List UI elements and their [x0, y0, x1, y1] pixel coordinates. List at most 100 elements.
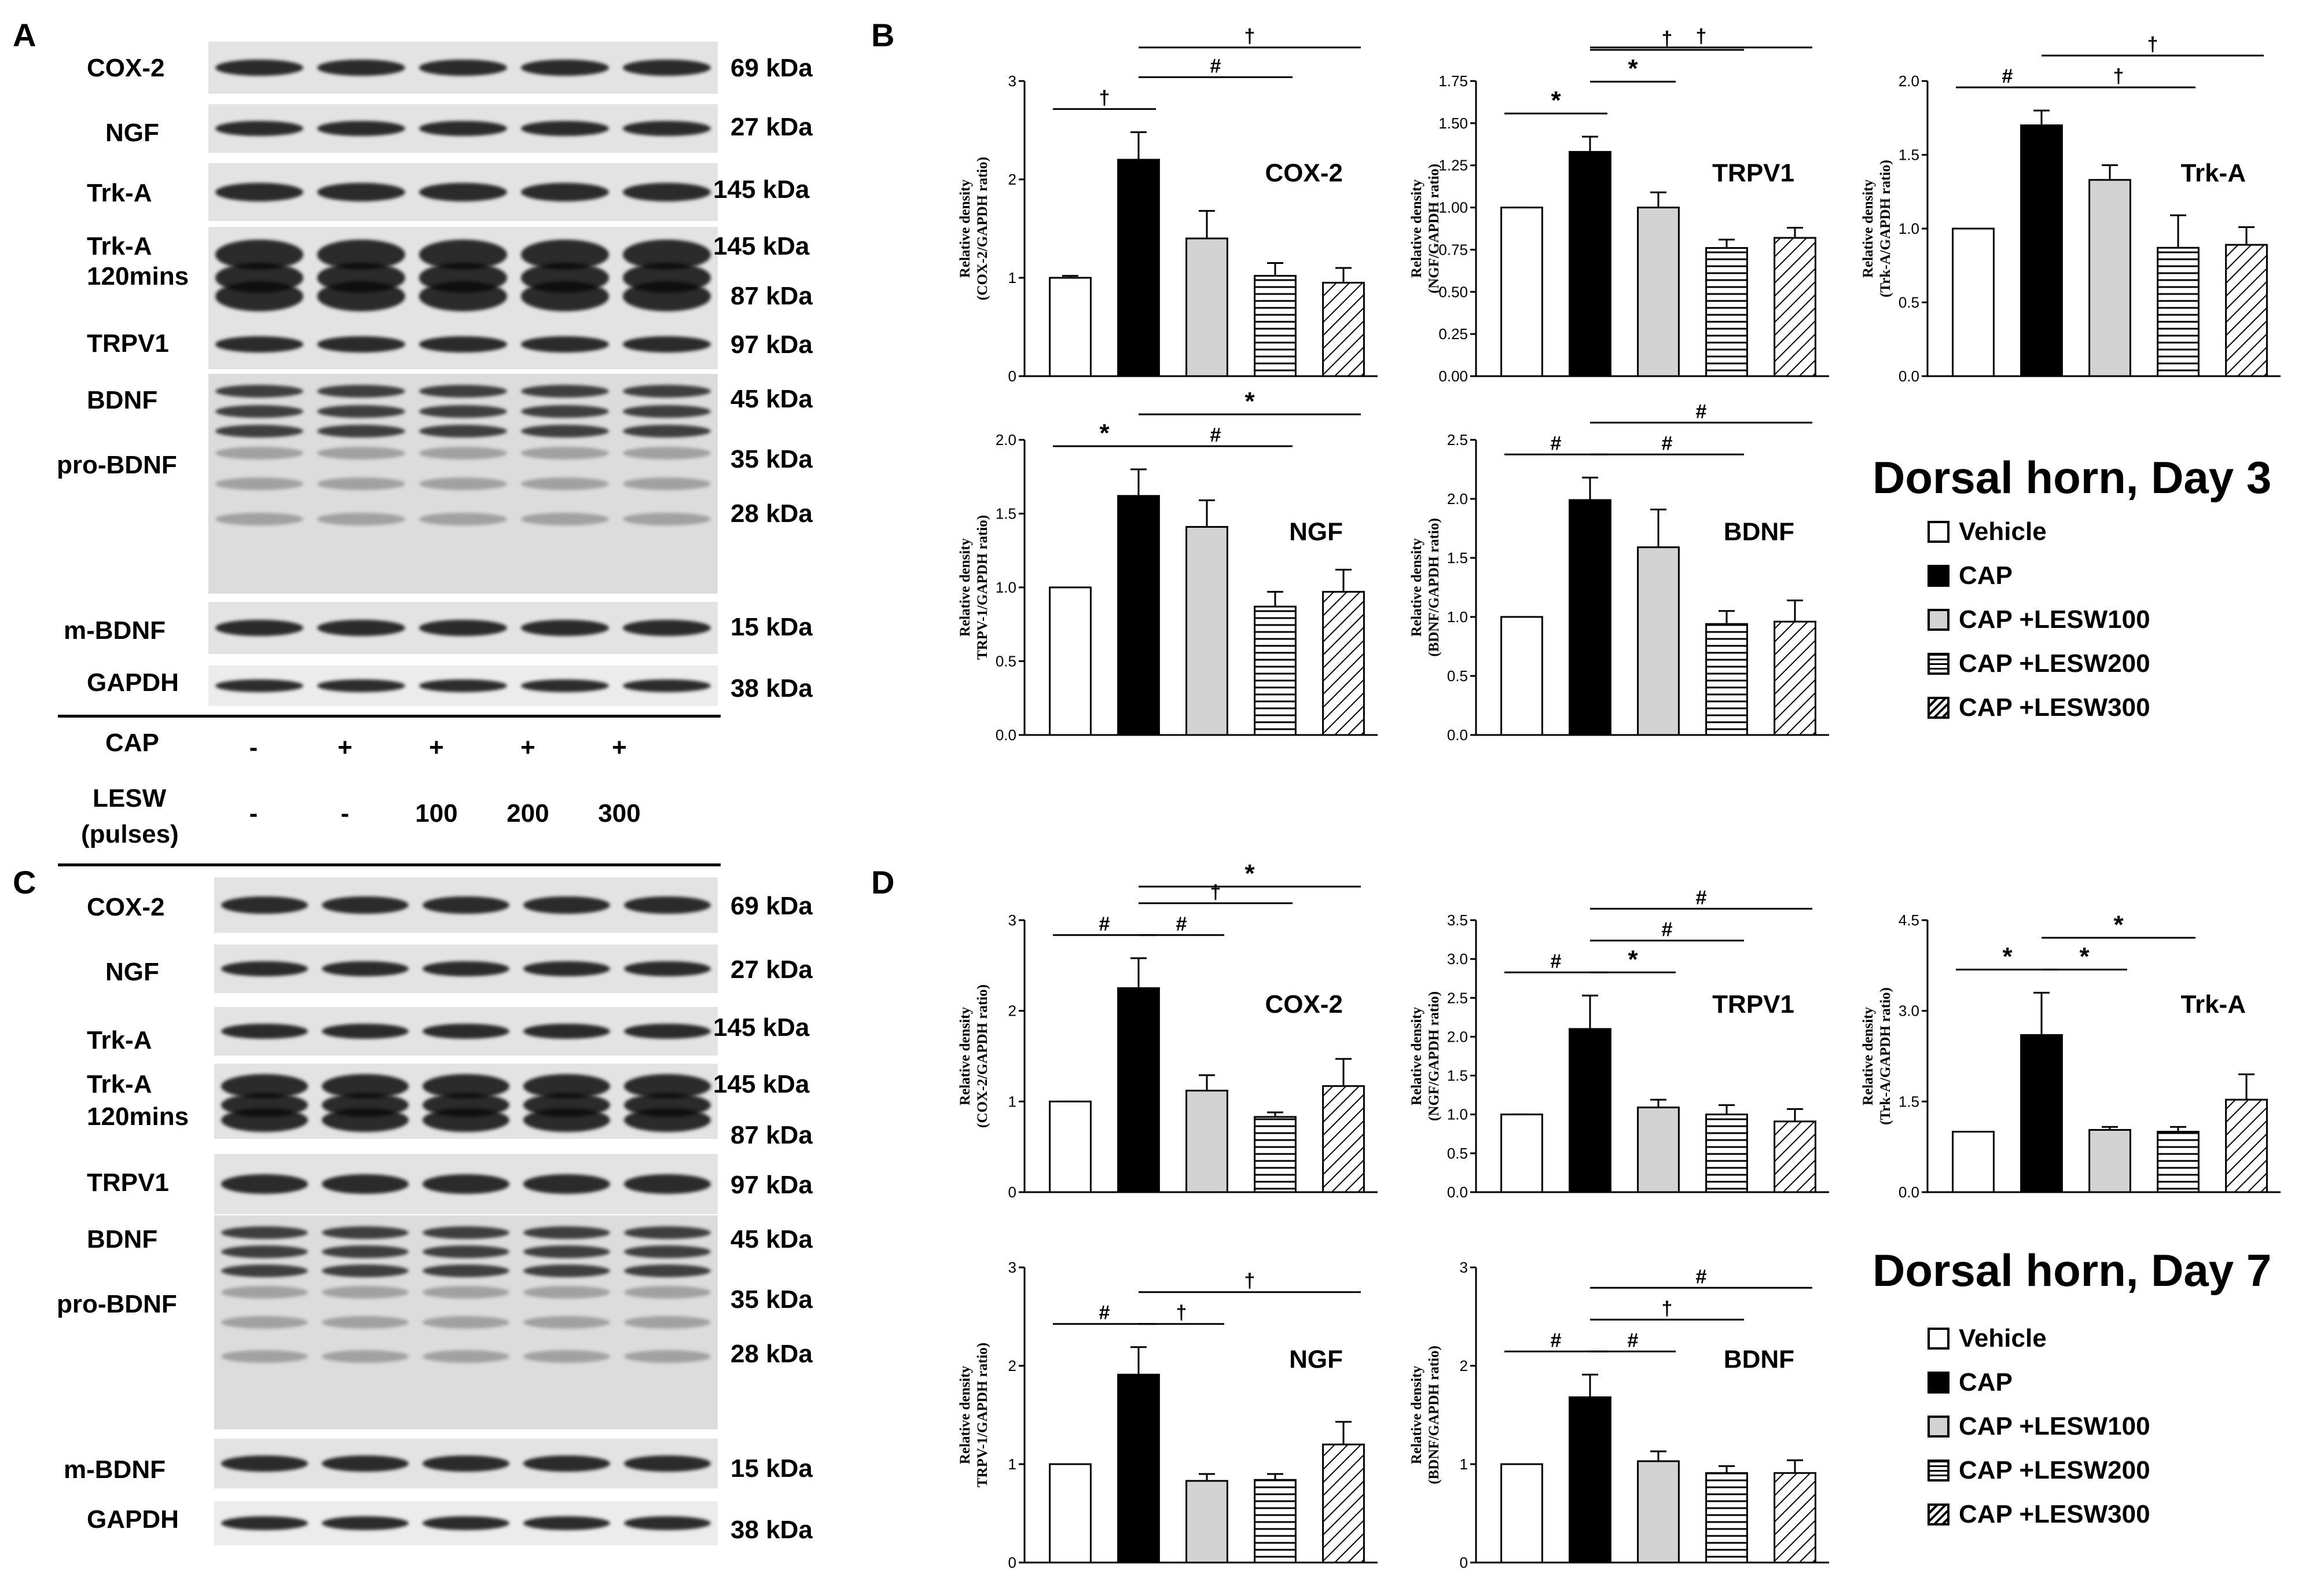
legend-title-day3: Dorsal horn, Day 3: [1873, 452, 2272, 503]
blot-strip-cox2: [214, 877, 718, 933]
lesw-value: -: [249, 799, 258, 828]
significance-marker: †: [1176, 1302, 1187, 1324]
lesw-row-unit: (pulses): [81, 820, 179, 848]
blot-band: [317, 619, 405, 637]
significance-marker: †: [1099, 87, 1110, 109]
blot-band: [322, 1023, 409, 1039]
blot-band: [521, 336, 609, 352]
blot-label-probdnf: pro-BDNF: [57, 451, 177, 479]
y-tick-label: 0.50: [1438, 283, 1468, 300]
significance-marker: †: [1244, 1270, 1255, 1292]
legend-item-label: CAP: [1959, 561, 2013, 590]
blot-band: [623, 477, 711, 490]
kda-38: 38 kDa: [730, 674, 813, 703]
significance-marker: #: [1551, 950, 1562, 972]
chart-title: NGF: [1289, 1345, 1343, 1373]
y-tick-label: 3.0: [1447, 950, 1468, 968]
blot-band: [423, 1316, 509, 1329]
blot-band: [521, 281, 609, 311]
blot-band: [521, 477, 609, 490]
significance-marker: †: [2147, 34, 2158, 56]
blot-band: [215, 59, 303, 76]
kda-27: 27 kDa: [730, 113, 813, 141]
blot-band: [523, 1516, 610, 1531]
blot-band: [423, 1108, 509, 1133]
bar-cap: [1117, 495, 1160, 736]
blot-band: [322, 1174, 409, 1194]
panel-label-a: A: [13, 17, 36, 53]
blot-band: [317, 385, 405, 398]
y-tick-label: 0.0: [1447, 726, 1468, 744]
blot-strip-mbdnf: [214, 1439, 718, 1488]
legend-swatch: [1928, 1328, 1949, 1350]
blot-band: [221, 1350, 308, 1363]
blot-band: [317, 446, 405, 460]
legend-item-label: CAP +LESW200: [1959, 1456, 2150, 1484]
blot-band: [623, 679, 711, 693]
blot-label-mbdnf: m-BDNF: [64, 1455, 166, 1484]
bar-chart-svg: 0 1 2 3 Relative density (COX-2/GAPDH ratio) C…: [957, 25, 1378, 385]
y-tick-label: 1: [1460, 1455, 1468, 1473]
bar-cap: [1117, 1373, 1160, 1564]
y-tick-label: 3.5: [1447, 911, 1468, 929]
blot-strip-trka: [214, 1007, 718, 1056]
y-tick-label: 2: [1008, 171, 1016, 188]
blot-strip-ngf: [214, 944, 718, 993]
blot-label-ngf: NGF: [105, 119, 159, 147]
blot-band: [624, 1316, 711, 1329]
cap-value: +: [429, 733, 444, 762]
blot-band: [221, 1516, 308, 1531]
y-tick-label: 1.0: [1447, 608, 1468, 626]
chart-day7-bdnf: 0 1 2 3 Relative density (BDNF/GAPDH ratio) BD…: [1401, 1227, 1841, 1574]
blot-band: [521, 619, 609, 637]
blot-band: [221, 1316, 308, 1329]
panel-label-b: B: [871, 17, 895, 53]
blot-band: [322, 1350, 409, 1363]
blot-band: [521, 183, 609, 201]
bar-cap-lesw200: [1705, 623, 1748, 736]
chart-title: COX-2: [1265, 159, 1343, 187]
blot-band: [521, 385, 609, 398]
bar-cap: [1117, 159, 1160, 377]
y-tick-label: 0.5: [1899, 294, 1919, 311]
y-tick-label: 3: [1460, 1259, 1468, 1276]
blot-band: [623, 59, 711, 76]
significance-marker: †: [1662, 28, 1673, 50]
blot-band: [623, 183, 711, 201]
blot-label-bdnf: BDNF: [87, 386, 158, 414]
blot-band: [624, 896, 711, 914]
lesw-value: 200: [506, 799, 549, 828]
blot-band: [215, 120, 303, 137]
significance-marker: *: [2002, 942, 2013, 971]
kda-97: 97 kDa: [730, 330, 813, 359]
blot-band: [221, 1226, 308, 1239]
blot-band: [523, 1245, 610, 1258]
chart-day7-ngf: 0 1 2 3 Relative density TRPV-1/GAPDH ratio) N…: [949, 1227, 1389, 1574]
bar-chart-svg: 0.0 0.5 1.0 1.5 2.0 Relative density (Trk-A/GA…: [1860, 34, 2281, 385]
legend-item-label: CAP +LESW300: [1959, 1500, 2150, 1528]
bar-cap-lesw200: [1254, 1479, 1297, 1564]
blot-label-cox2: COX-2: [87, 54, 165, 82]
blot-band: [623, 446, 711, 460]
blot-label-gapdh: GAPDH: [87, 1505, 179, 1534]
blot-band: [215, 281, 303, 311]
blot-band: [521, 679, 609, 693]
chart-day3-bdnf: 0.0 0.5 1.0 1.5 2.0 2.5 Relative density (BDNF/…: [1401, 399, 1841, 747]
chart-title: COX-2: [1265, 990, 1343, 1019]
y-axis-label: Relative density (COX-2/GAPDH ratio): [957, 157, 990, 300]
bar-chart-svg: 0.0 0.5 1.0 1.5 2.0 Relative density TRPV-1/GA…: [957, 387, 1378, 744]
blot-label-bdnf: BDNF: [87, 1225, 158, 1253]
significance-marker: #: [1551, 1329, 1562, 1351]
blot-band: [215, 336, 303, 352]
blot-band: [221, 1023, 308, 1039]
legend-swatch: [1928, 1460, 1949, 1482]
kda-28: 28 kDa: [730, 499, 813, 528]
separator-line: [58, 863, 721, 866]
chart-day3-trpv1: 0.00 0.25 0.50 0.75 1.00 1.25 1.50 1.75 Relative…: [1401, 25, 1841, 388]
significance-marker: *: [1551, 86, 1561, 115]
significance-marker: *: [2079, 942, 2090, 971]
blot-band: [521, 405, 609, 418]
blot-strip-ngf: [208, 104, 718, 153]
significance-marker: *: [1244, 387, 1255, 416]
y-tick-label: 0.25: [1438, 325, 1468, 343]
